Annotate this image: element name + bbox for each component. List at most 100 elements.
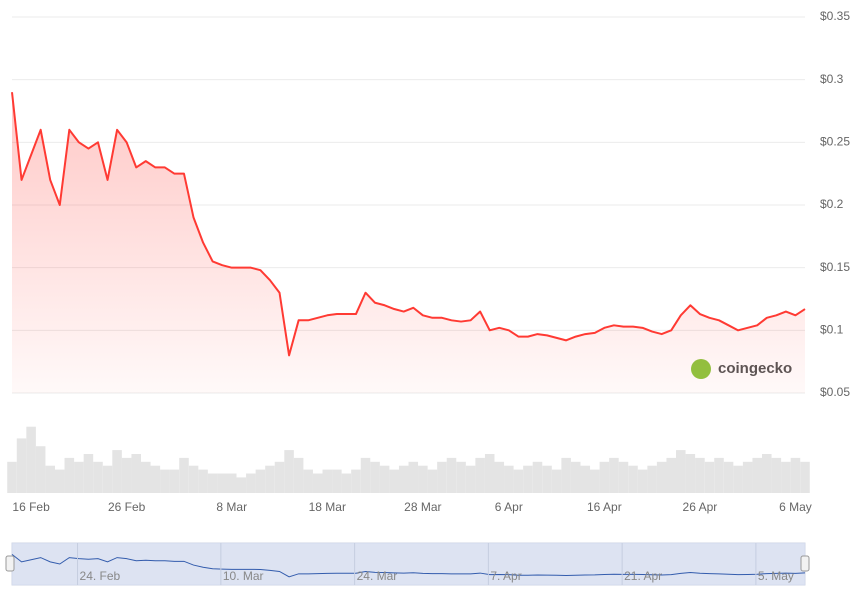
volume-bar [398, 465, 409, 493]
volume-bar [121, 457, 132, 493]
volume-bar [322, 469, 333, 493]
volume-bar [198, 469, 208, 493]
navigator-tick-label: 7. Apr [490, 569, 521, 583]
volume-bar [656, 461, 667, 493]
x-tick-label: 16 Feb [12, 500, 50, 514]
y-tick-label: $0.3 [820, 72, 844, 86]
y-tick-label: $0.15 [820, 260, 850, 274]
volume-bar [64, 457, 75, 493]
volume-bar [169, 469, 180, 493]
volume-bar [35, 446, 46, 493]
x-tick-label: 8 Mar [216, 500, 247, 514]
volume-bar [265, 465, 275, 493]
volume-bar [207, 473, 218, 493]
navigator-selection[interactable] [12, 543, 805, 585]
volume-bar [800, 461, 810, 493]
navigator-line [11, 554, 806, 578]
volume-bar [599, 461, 610, 493]
volume-bar [637, 469, 648, 493]
volume-bar [179, 457, 189, 493]
volume-bar [274, 461, 285, 493]
price-line [11, 92, 806, 357]
volume-bar [771, 457, 782, 493]
volume-bar [54, 469, 65, 493]
volume-bar [217, 473, 227, 493]
volume-bar [351, 469, 361, 493]
volume-bar [456, 461, 466, 493]
volume-bar [494, 461, 505, 493]
volume-bar [45, 465, 55, 493]
navigator-tick-label: 21. Apr [624, 569, 662, 583]
volume-bar [561, 457, 571, 493]
navigator-tick-label: 10. Mar [223, 569, 264, 583]
volume-bar [83, 454, 94, 493]
volume-bar [255, 469, 266, 493]
navigator-tick-label: 24. Mar [357, 569, 398, 583]
volume-bar [379, 465, 390, 493]
volume-bar [504, 465, 514, 493]
volume-bar [284, 450, 294, 493]
volume-bar [389, 469, 399, 493]
volume-bar [551, 469, 562, 493]
volume-bar [102, 465, 113, 493]
volume-bar [7, 461, 17, 493]
volume-bar [609, 457, 619, 493]
volume-bar [112, 450, 122, 493]
volume-bar [246, 473, 256, 493]
volume-bar [733, 465, 743, 493]
navigator-tick-label: 24. Feb [80, 569, 121, 583]
volume-bar [131, 454, 141, 493]
volume-bar [427, 469, 438, 493]
volume-bar [790, 457, 801, 493]
volume-bar [685, 454, 696, 493]
volume-bar [370, 461, 380, 493]
volume-bar [513, 469, 524, 493]
x-tick-label: 16 Apr [587, 500, 622, 514]
volume-bar [312, 473, 323, 493]
volume-bar [704, 461, 715, 493]
volume-bar [714, 457, 724, 493]
navigator-handle[interactable] [800, 555, 810, 572]
volume-bar [580, 465, 591, 493]
price-area [12, 92, 805, 393]
y-tick-label: $0.35 [820, 9, 850, 23]
volume-bar [542, 465, 552, 493]
volume-bar [762, 454, 772, 493]
x-tick-label: 26 Apr [683, 500, 718, 514]
y-tick-label: $0.2 [820, 197, 844, 211]
volume-bar [360, 457, 371, 493]
volume-bar [590, 469, 600, 493]
volume-bar [752, 457, 763, 493]
volume-bar [446, 457, 457, 493]
volume-bar [695, 457, 705, 493]
volume-bar [93, 461, 103, 493]
volume-bar [236, 477, 247, 493]
volume-bar [666, 457, 677, 493]
volume-bar [160, 469, 170, 493]
volume-bar [188, 465, 199, 493]
volume-bar [742, 461, 753, 493]
x-tick-label: 28 Mar [404, 500, 441, 514]
volume-bar [408, 461, 419, 493]
volume-bar [465, 465, 476, 493]
volume-bar [570, 461, 581, 493]
volume-bar [16, 438, 27, 493]
volume-bar [150, 465, 161, 493]
volume-bar [532, 461, 543, 493]
navigator-handle[interactable] [5, 555, 15, 572]
volume-bar [475, 457, 485, 493]
volume-bar [303, 469, 313, 493]
volume-bar [140, 461, 151, 493]
volume-bar [484, 454, 495, 493]
volume-bar [781, 461, 791, 493]
y-tick-label: $0.1 [820, 323, 844, 337]
volume-bar [523, 465, 533, 493]
volume-bar [723, 461, 734, 493]
x-tick-label: 26 Feb [108, 500, 146, 514]
volume-bar [226, 473, 237, 493]
x-tick-label: 6 Apr [495, 500, 523, 514]
volume-bar [26, 426, 36, 493]
volume-bar [293, 457, 304, 493]
volume-bar [647, 465, 657, 493]
